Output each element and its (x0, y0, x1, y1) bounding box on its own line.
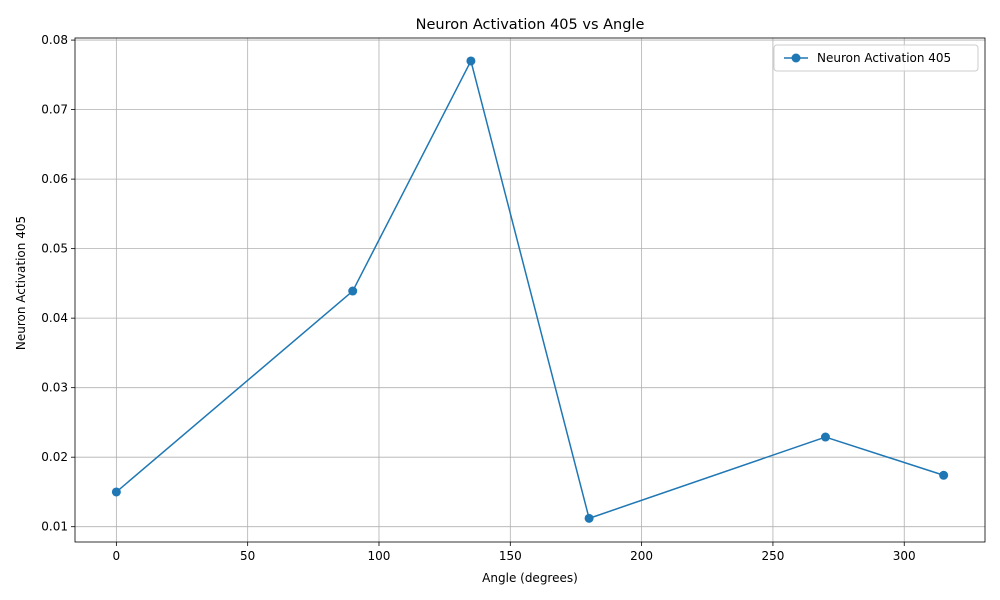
data-point (939, 470, 949, 480)
x-tick-label: 150 (499, 549, 522, 563)
y-tick-label: 0.03 (41, 381, 68, 395)
legend: Neuron Activation 405 (773, 44, 979, 72)
data-point (466, 56, 476, 66)
data-point (111, 487, 121, 497)
y-tick-label: 0.07 (41, 103, 68, 117)
series-layer (111, 56, 949, 523)
legend-marker-swatch (791, 53, 801, 63)
y-tick-label: 0.01 (41, 520, 68, 534)
x-tick-label: 300 (893, 549, 916, 563)
legend-label: Neuron Activation 405 (817, 51, 951, 65)
x-axis-label: Angle (degrees) (482, 571, 578, 585)
y-tick-label: 0.04 (41, 311, 68, 325)
series-line (115, 60, 944, 520)
y-tick-label: 0.08 (41, 33, 68, 47)
y-tick-label: 0.02 (41, 450, 68, 464)
x-tick-label: 100 (368, 549, 391, 563)
x-tick-label: 50 (240, 549, 255, 563)
data-point (584, 513, 594, 523)
data-point (820, 432, 830, 442)
grid (75, 38, 985, 542)
chart-title: Neuron Activation 405 vs Angle (416, 17, 645, 33)
x-tick-label: 250 (761, 549, 784, 563)
plot-frame (74, 37, 986, 543)
x-tick-label: 200 (630, 549, 653, 563)
y-tick-label: 0.05 (41, 242, 68, 256)
data-point (348, 286, 358, 296)
y-tick-label: 0.06 (41, 172, 68, 186)
y-axis-label: Neuron Activation 405 (14, 216, 28, 350)
legend-box (773, 44, 979, 72)
ticks: 0 50 100 150 200 250 300 0.01 0.02 0.03 0.04 0.05 0.… (41, 33, 915, 563)
x-tick-label: 0 (113, 549, 121, 563)
